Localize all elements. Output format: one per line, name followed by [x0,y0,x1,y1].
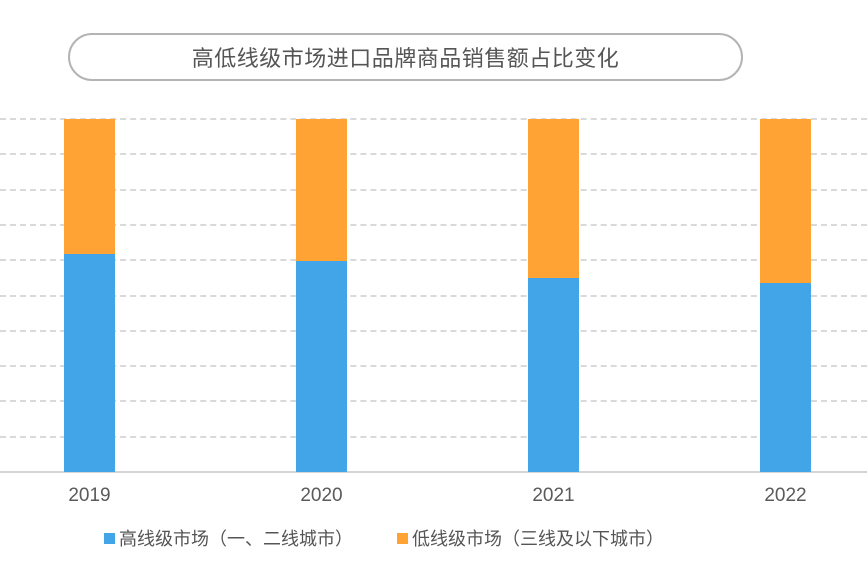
bar-segment-low[interactable] [760,119,811,284]
legend-swatch-low-icon [397,532,408,544]
gridline [0,294,867,297]
bar-segment-high[interactable] [64,253,115,472]
bar-2021[interactable] [528,119,579,472]
bar-segment-low[interactable] [296,119,347,261]
bar-segment-high[interactable] [296,260,347,472]
x-tick-label: 2019 [68,485,111,506]
bar-2020[interactable] [296,119,347,472]
gridline [0,153,867,156]
bar-segment-high[interactable] [760,283,811,472]
bar-2022[interactable] [760,119,811,472]
gridline [0,400,867,403]
gridline [0,435,867,438]
legend-label-low: 低线级市场（三线及以下城市） [412,529,664,550]
bar-2019[interactable] [64,119,115,472]
legend-label-high: 高线级市场（一、二线城市） [119,529,353,550]
x-axis-line [0,471,867,473]
bar-segment-low[interactable] [64,119,115,254]
gridline [0,223,867,226]
gridline [0,329,867,332]
x-tick-label: 2020 [300,485,343,506]
x-tick-label: 2021 [532,485,575,506]
gridline [0,118,867,120]
legend-swatch-high-icon [104,532,115,544]
legend: 高线级市场（一、二线城市） 低线级市场（三线及以下城市） [104,525,708,551]
chart-title-text: 高低线级市场进口品牌商品销售额占比变化 [191,47,620,72]
gridline [0,188,867,191]
gridline [0,259,867,262]
bar-segment-low[interactable] [528,119,579,278]
x-tick-label: 2022 [764,485,807,506]
legend-item-high[interactable]: 高线级市场（一、二线城市） [104,525,353,551]
legend-item-low[interactable]: 低线级市场（三线及以下城市） [397,525,664,551]
chart-title: 高低线级市场进口品牌商品销售额占比变化 [68,33,743,81]
gridline [0,365,867,368]
bar-segment-high[interactable] [528,277,579,472]
